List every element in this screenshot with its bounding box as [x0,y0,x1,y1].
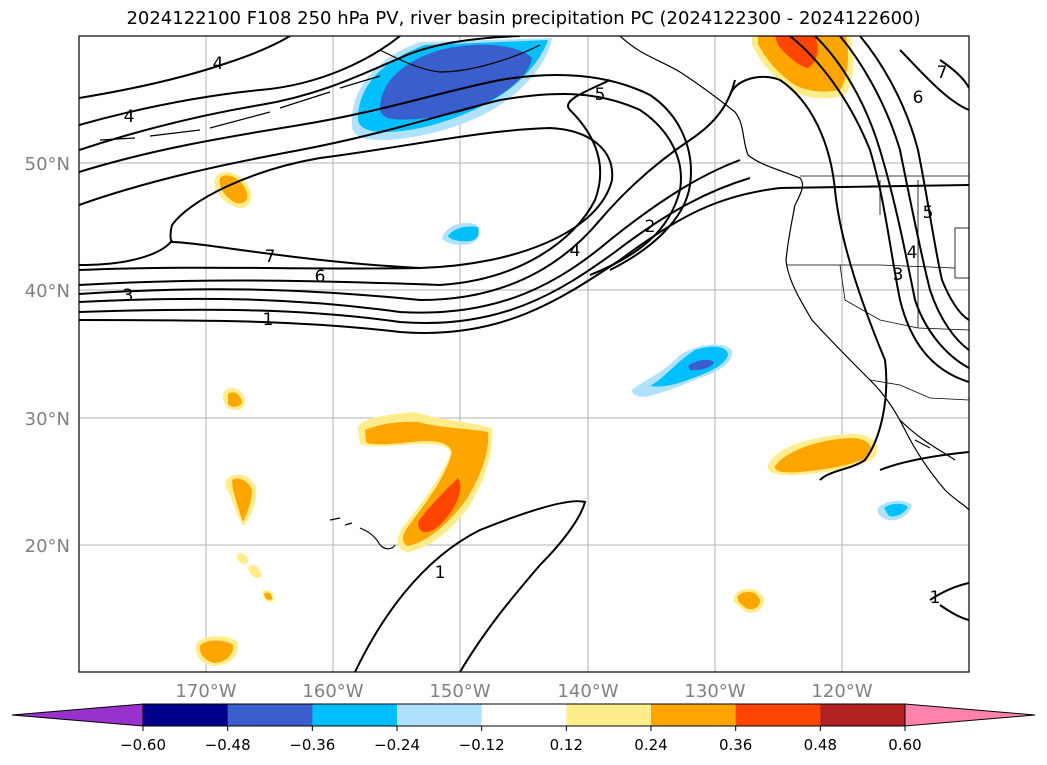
contour-label-1-se: 1 [930,588,941,608]
contour-label-5-e: 5 [923,203,934,223]
lon-label-150w: 150°W [429,681,490,702]
contour-label-4-w: 4 [124,107,135,127]
colorbar-segment [820,704,906,726]
colorbar-tick-label: 0.48 [804,736,837,754]
contour-label-4-e: 4 [907,243,918,263]
lon-label-170w: 170°W [175,681,236,702]
colorbar-segment [481,704,567,726]
colorbar-tick-label: −0.24 [374,736,420,754]
colorbar-tick-label: 0.60 [888,736,921,754]
contour-label-group: 4 4 5 7 6 3 1 4 2 1 7 6 5 4 3 1 [123,54,948,608]
lon-label-120w: 120°W [811,681,872,702]
lon-label-130w: 130°W [684,681,745,702]
pv-contours [79,36,969,672]
lat-label-30n: 30°N [25,409,70,430]
lat-label-50n: 50°N [25,154,70,175]
pv-contour-1-south [354,500,587,672]
colorbar-segment [651,704,737,726]
colorbar-segment [143,704,229,726]
pv-contour-1 [79,184,969,334]
colorbar-tick-label: 0.12 [550,736,583,754]
lat-labels: 50°N 40°N 30°N 20°N [25,154,70,557]
contour-label-6-ne: 6 [913,88,924,108]
colorbar-segment [227,704,313,726]
lon-labels: 170°W 160°W 150°W 140°W 130°W 120°W [175,681,872,702]
map-frame [78,35,970,673]
colorbar-tick-label: 0.24 [634,736,667,754]
lon-label-140w: 140°W [557,681,618,702]
colorbar-tick-label: −0.36 [289,736,335,754]
colorbar-tick-label: 0.36 [719,736,752,754]
contour-label-7: 7 [265,247,276,267]
colorbar-extend-max [904,703,1036,727]
colorbar-tick-label: −0.60 [120,736,166,754]
lon-label-160w: 160°W [302,681,363,702]
colorbar-frame [142,703,906,727]
contour-label-4-c: 4 [570,241,581,261]
lat-label-40n: 40°N [25,281,70,302]
lat-label-20n: 20°N [25,536,70,557]
colorbar-tick-label: −0.12 [459,736,505,754]
contour-label-5: 5 [595,85,606,105]
map-area [79,36,969,672]
contour-label-7-ne: 7 [937,63,948,83]
colorbar-tick-label: −0.48 [205,736,251,754]
contour-label-4-nw: 4 [213,54,224,74]
precip-shading [195,36,912,666]
contour-label-3-w: 3 [123,286,134,306]
colorbar-segment [566,704,652,726]
map-title: 2024122100 F108 250 hPa PV, river basin … [126,8,921,29]
contour-label-6: 6 [315,267,326,287]
contour-label-1-s: 1 [435,563,446,583]
colorbar-extend-min [11,703,144,727]
contour-label-2: 2 [645,217,656,237]
contour-label-1-w: 1 [263,310,274,330]
colorbar-segment [312,704,398,726]
colorbar-segment [397,704,483,726]
contour-label-3-e: 3 [893,265,904,285]
colorbar: −0.60 −0.48 −0.36 −0.24 −0.12 0.12 0.24 0.36 0.4… [11,703,1036,754]
colorbar-segment [735,704,821,726]
